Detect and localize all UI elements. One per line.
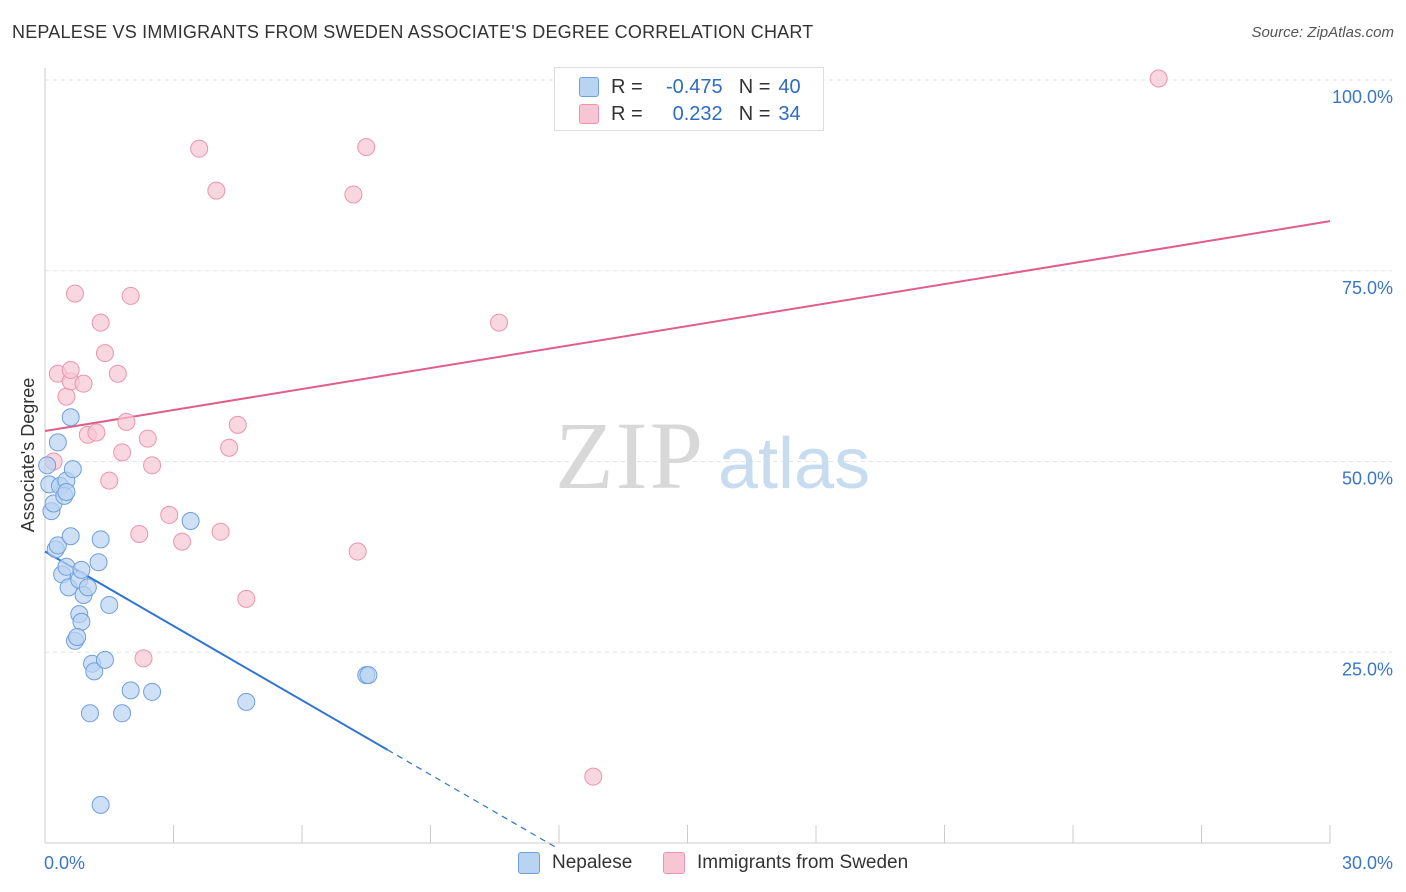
data-point-sweden <box>91 313 110 332</box>
chart-title: NEPALESE VS IMMIGRANTS FROM SWEDEN ASSOC… <box>12 22 814 42</box>
data-point-nepalese <box>72 612 91 631</box>
data-point-sweden <box>237 589 256 608</box>
data-point-sweden <box>100 471 119 490</box>
source-label: Source: ZipAtlas.com <box>1251 24 1394 41</box>
trend-line-sweden <box>44 220 1331 432</box>
data-point-sweden <box>74 374 93 393</box>
data-point-sweden <box>134 649 153 668</box>
points-layer <box>38 69 1168 814</box>
data-point-nepalese <box>89 553 108 572</box>
data-point-nepalese <box>72 560 91 579</box>
r-label: R = <box>611 75 643 98</box>
legend-item-nepalese[interactable]: Nepalese <box>518 852 632 874</box>
data-point-nepalese <box>57 557 76 576</box>
data-point-sweden <box>228 415 247 434</box>
legend-swatch-nepalese <box>579 77 599 97</box>
data-point-nepalese <box>85 662 104 681</box>
y-tick-label: 100.0% <box>1332 87 1393 107</box>
data-point-sweden <box>211 522 230 541</box>
legend-label-sweden: Immigrants from Sweden <box>697 852 909 873</box>
legend-swatch-nepalese <box>518 852 540 874</box>
data-point-nepalese <box>121 681 140 700</box>
r-value: -0.475 <box>665 75 723 98</box>
data-point-sweden <box>344 185 363 204</box>
watermark-zip: ZIP <box>555 402 705 509</box>
data-point-sweden <box>61 360 80 379</box>
x-tick-label: 0.0% <box>44 853 85 873</box>
data-point-nepalese <box>181 512 200 531</box>
data-point-nepalese <box>359 666 378 685</box>
correlation-legend: R = -0.475 N = 40 R = 0.232 N = 34 <box>554 67 824 131</box>
data-point-nepalese <box>61 408 80 427</box>
y-axis-label: Associate's Degree <box>18 378 38 533</box>
data-point-nepalese <box>48 536 67 555</box>
data-point-nepalese <box>63 460 82 479</box>
data-point-sweden <box>138 429 157 448</box>
data-point-nepalese <box>68 627 87 646</box>
grid-layer <box>45 79 1392 653</box>
series-legend: Nepalese Immigrants from Sweden <box>0 852 1406 876</box>
data-point-nepalese <box>113 704 132 723</box>
legend-label-nepalese: Nepalese <box>552 852 633 873</box>
x-tick-label: 30.0% <box>1342 853 1393 873</box>
r-label: R = <box>611 102 643 125</box>
data-point-nepalese <box>91 530 110 549</box>
data-point-sweden <box>173 532 192 551</box>
data-point-sweden <box>95 344 114 363</box>
data-point-sweden <box>130 524 149 543</box>
n-value: 34 <box>778 102 801 125</box>
legend-item-sweden[interactable]: Immigrants from Sweden <box>663 852 908 874</box>
data-point-sweden <box>117 412 136 431</box>
data-point-sweden <box>160 505 179 524</box>
data-point-sweden <box>57 387 76 406</box>
data-point-nepalese <box>48 433 67 452</box>
data-point-nepalese <box>38 456 57 475</box>
data-point-sweden <box>113 443 132 462</box>
watermark-atlas: atlas <box>718 424 870 504</box>
data-point-sweden <box>207 181 226 200</box>
r-value: 0.232 <box>672 102 723 125</box>
data-point-sweden <box>87 423 106 442</box>
n-label: N = <box>738 102 771 125</box>
data-point-nepalese <box>100 595 119 614</box>
y-tick-label: 75.0% <box>1342 278 1393 298</box>
data-point-nepalese <box>91 795 110 814</box>
watermark: ZIP atlas <box>555 402 870 509</box>
data-point-sweden <box>220 438 239 457</box>
data-point-nepalese <box>237 692 256 711</box>
data-point-sweden <box>121 286 140 305</box>
data-point-sweden <box>357 138 376 157</box>
data-point-nepalese <box>57 483 76 502</box>
y-tick-label: 25.0% <box>1342 659 1393 679</box>
legend-row-sweden: R = 0.232 N = 34 <box>579 102 801 126</box>
data-point-sweden <box>584 767 603 786</box>
legend-swatch-sweden <box>663 852 685 874</box>
data-point-sweden <box>490 313 509 332</box>
data-point-sweden <box>108 364 127 383</box>
n-label: N = <box>738 75 771 98</box>
tick-label-layer: 25.0% 50.0% 75.0% 100.0% 0.0% 30.0% <box>44 87 1393 873</box>
n-value: 40 <box>778 75 801 98</box>
trend-line-nepalese <box>44 550 389 751</box>
data-point-sweden <box>143 456 162 475</box>
y-tick-label: 50.0% <box>1342 469 1393 489</box>
trend-layer <box>44 220 1331 850</box>
data-point-sweden <box>65 284 84 303</box>
data-point-sweden <box>190 139 209 158</box>
axis-layer <box>44 68 1331 844</box>
data-point-nepalese <box>61 527 80 546</box>
legend-swatch-sweden <box>579 104 599 124</box>
data-point-nepalese <box>143 682 162 701</box>
data-point-nepalese <box>78 578 97 597</box>
data-point-nepalese <box>80 704 99 723</box>
data-point-sweden <box>348 542 367 561</box>
legend-row-nepalese: R = -0.475 N = 40 <box>579 75 801 99</box>
data-point-sweden <box>1149 69 1168 88</box>
data-point-nepalese <box>95 650 114 669</box>
trend-line-extension <box>387 749 560 850</box>
